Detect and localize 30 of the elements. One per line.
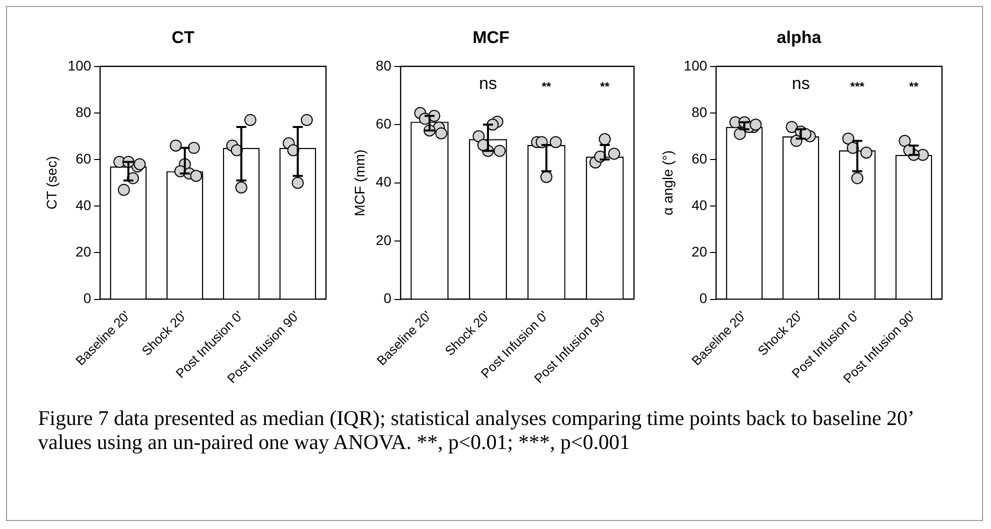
chart-title: CT [172, 28, 195, 47]
y-tick-label: 0 [83, 290, 92, 306]
annotation: *** [850, 80, 865, 94]
y-tick-label: 20 [376, 232, 392, 248]
y-axis-title: α angle (°) [659, 150, 676, 216]
annotation: ** [600, 80, 610, 94]
y-tick-label: 80 [692, 104, 708, 120]
chart-title: alpha [776, 28, 822, 47]
y-tick-label: 80 [376, 57, 392, 74]
y-tick-label: 20 [76, 244, 92, 260]
chart-title: MCF [472, 28, 510, 47]
caption: Figure 7 data presented as median (IQR); statistical analyses comparing time points back to baseline 20’ values using an un-paired one way ANOVA. **, p<0.01; ***, p<0.001 [38, 406, 914, 454]
y-tick-label: 0 [384, 290, 392, 306]
y-tick-label: 80 [76, 104, 92, 120]
y-tick-label: 100 [68, 57, 92, 74]
y-tick-label: 60 [692, 150, 708, 166]
y-tick-label: 40 [692, 196, 708, 213]
y-tick-label: 60 [76, 150, 92, 166]
annotation: ns [792, 74, 810, 94]
y-tick-label: 0 [699, 290, 708, 306]
y-tick-label: 40 [376, 174, 392, 190]
y-tick-label: 40 [76, 196, 92, 213]
annotation: ns [479, 74, 497, 94]
y-tick-label: 100 [684, 57, 708, 74]
y-tick-label: 20 [692, 244, 708, 260]
y-tick-label: 60 [376, 115, 392, 132]
annotation: ** [542, 80, 552, 94]
y-axis-title: CT (sec) [43, 156, 60, 210]
y-axis-title: MCF (mm) [351, 149, 368, 216]
annotation: ** [909, 80, 919, 94]
